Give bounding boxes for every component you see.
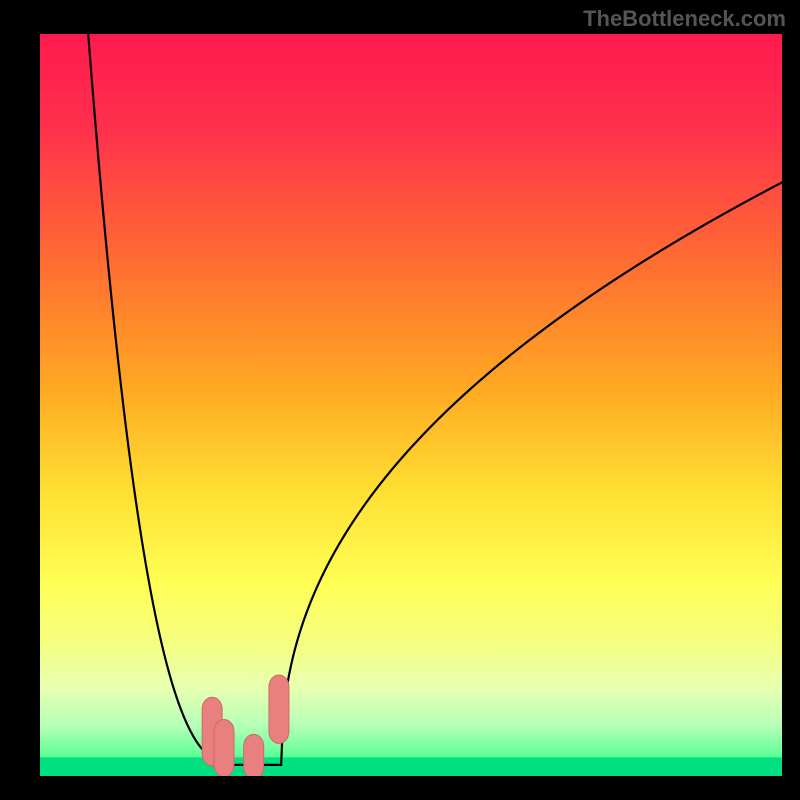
watermark-text: TheBottleneck.com: [583, 6, 786, 32]
gradient-background: [40, 34, 782, 776]
marker-lozenge: [244, 734, 264, 776]
chart-plot-area: [40, 34, 782, 776]
marker-lozenge: [269, 675, 289, 744]
chart-svg: [40, 34, 782, 776]
green-zone: [40, 757, 782, 776]
marker-lozenge: [214, 719, 234, 776]
